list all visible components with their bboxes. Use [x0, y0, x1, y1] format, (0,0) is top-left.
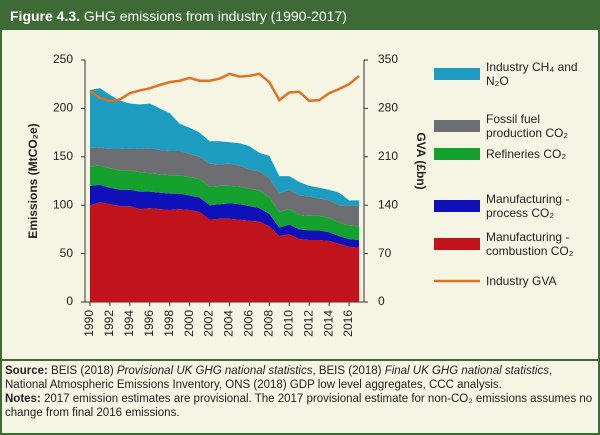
legend-swatch: [434, 120, 480, 132]
source: Source: BEIS (2018) Provisional UK GHG n…: [5, 364, 595, 392]
legend-label: Manufacturing - process CO₂: [486, 192, 570, 220]
footer: Source: BEIS (2018) Provisional UK GHG n…: [2, 359, 598, 420]
y2-tick-label: 0: [378, 294, 385, 308]
area: [90, 147, 359, 227]
y-tick-label: 250: [53, 52, 73, 66]
area: [90, 184, 359, 248]
y2-tick-label: 280: [378, 101, 398, 115]
footer-text: , National Atmospheric Emissions Invento…: [5, 365, 553, 391]
y-tick-label: 50: [60, 246, 74, 260]
y2-axis-label: GVA (£bn): [414, 132, 428, 189]
legend-swatch: [434, 68, 480, 80]
x-tick-label: 1996: [142, 310, 156, 337]
x-tick-label: 2006: [242, 310, 256, 337]
y2-tick-label: 70: [378, 246, 392, 260]
x-tick-label: 2012: [301, 310, 315, 337]
y-tick-label: 0: [66, 294, 73, 308]
area: [90, 165, 359, 241]
legend-label: Fossil fuel production CO₂: [486, 112, 569, 140]
footer-text: BEIS (2018): [47, 365, 117, 377]
y-tick-label: 150: [53, 149, 73, 163]
area: [90, 88, 359, 207]
legend-label: Manufacturing - combustion CO₂: [486, 230, 574, 258]
x-tick-label: 1994: [122, 310, 136, 337]
header: Figure 4.3. GHG emissions from industry …: [2, 2, 598, 30]
footer-text: Provisional UK GHG national statistics: [116, 365, 313, 377]
legend-label: Refineries CO₂: [486, 147, 567, 161]
line: [89, 72, 360, 103]
y-tick-label: 200: [53, 101, 73, 115]
x-tick-label: 1990: [82, 310, 96, 337]
x-tick-label: 2004: [222, 310, 236, 337]
footer-text: 2017 emission estimates are provisional.…: [5, 393, 593, 419]
legend-swatch: [434, 200, 480, 212]
y2-tick-label: 140: [378, 197, 398, 211]
area: [90, 202, 359, 302]
legend-label: Industry GVA: [486, 274, 557, 288]
legend-label: Industry CH₄ and N₂O: [486, 60, 578, 88]
figure-label: Figure 4.3.: [10, 8, 81, 24]
x-tick-label: 2000: [182, 310, 196, 337]
x-tick-label: 2010: [281, 310, 295, 337]
notes: Notes: 2017 emission estimates are provi…: [5, 392, 595, 420]
y2-tick-label: 350: [378, 52, 398, 66]
legend-swatch: [434, 148, 480, 160]
legend-swatch: [434, 238, 480, 250]
footer-text: Source:: [5, 365, 48, 377]
chart-title: GHG emissions from industry (1990-2017): [83, 8, 347, 24]
y-axis-label: Emissions (MtCO₂e): [26, 123, 40, 238]
y-tick-label: 100: [53, 197, 73, 211]
footer-text: , BEIS (2018): [312, 365, 385, 377]
footer-text: Final UK GHG national statistics: [384, 365, 549, 377]
x-tick-label: 2016: [341, 310, 355, 337]
footer-text: Notes:: [5, 393, 41, 405]
x-tick-label: 2014: [321, 310, 335, 337]
y2-tick-label: 210: [378, 149, 398, 163]
x-tick-label: 1992: [102, 310, 116, 337]
x-tick-label: 2008: [262, 310, 276, 337]
x-tick-label: 2002: [202, 310, 216, 337]
chart: 0 50 100 150 200 250 0 70 140 210 280 350 1990 1992 19…: [26, 52, 480, 337]
x-tick-label: 1998: [162, 310, 176, 337]
